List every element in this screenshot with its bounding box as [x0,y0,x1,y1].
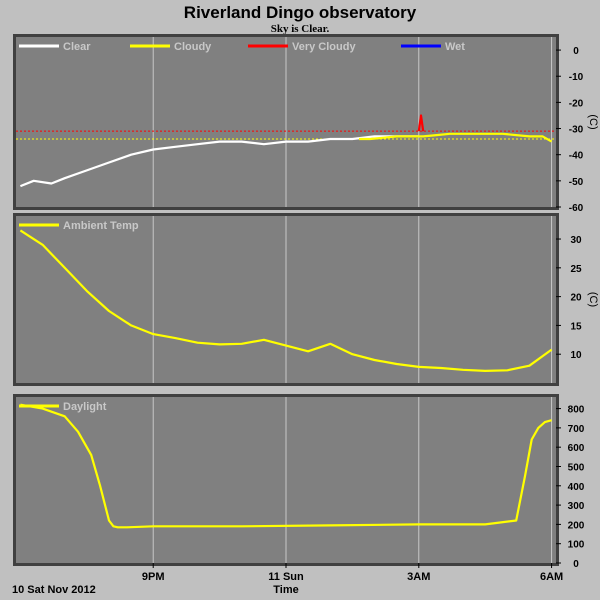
y-tick-label: 200 [568,520,585,531]
series-line-cloudy [359,132,553,143]
x-tick-label: 3AM [407,571,430,583]
y-tick-label: 25 [570,264,582,275]
x-tick-label: 6AM [540,571,563,583]
y-tick-label: 0 [573,46,579,57]
y-axis-unit: (C) [587,114,599,129]
legend-label: Daylight [63,401,107,413]
series-line-very-cloudy [417,114,425,132]
page-title: Riverland Dingo observatory [184,3,417,22]
y-tick-label: -50 [569,177,584,188]
chart-panel-2: 10 15 20 25 30 (C) Ambient Temp [13,213,599,386]
y-tick-label: -60 [569,203,584,214]
x-axis-title: Time [273,584,298,596]
y-tick-label: 0 [573,559,579,570]
chart-panel-1: 0 -10 -20 -30 -40 -50 -60 (C) Clear Cloudy Very Cl… [13,34,599,214]
y-tick-label: 600 [568,443,585,454]
series-line-daylight [20,403,552,529]
y-tick-label: -10 [569,72,584,83]
x-tick-label: 9PM [142,571,165,583]
y-tick-label: -30 [569,125,584,136]
y-axis-unit: (C) [587,292,599,307]
chart-panel-3: 0 100 200 300 400 500 600 700 800 Daylight [13,394,585,570]
y-tick-label: 15 [570,321,582,332]
series-line-clear [19,135,419,188]
x-tick-label: 11 Sun [268,571,304,583]
y-tick-label: 30 [570,235,582,246]
y-tick-label: 700 [568,424,585,435]
legend-label: Very Cloudy [292,41,356,53]
y-tick-label: 500 [568,462,585,473]
legend-label: Clear [63,41,91,53]
x-start-label: 10 Sat Nov 2012 [12,584,96,596]
y-tick-label: 400 [568,482,585,493]
y-tick-label: 100 [568,540,585,551]
y-tick-label: 300 [568,501,585,512]
sky-status: Sky is Clear. [271,23,330,35]
y-tick-label: 10 [570,350,582,361]
chart-panels: 0 -10 -20 -30 -40 -50 -60 (C) Clear Cloudy Very Cl… [13,34,599,583]
y-tick-label: 800 [568,405,585,416]
legend-label: Cloudy [174,41,212,53]
y-tick-label: 20 [570,293,582,304]
series-line-ambient-temp [19,229,553,372]
y-tick-label: -20 [569,98,584,109]
legend-label: Ambient Temp [63,220,139,232]
y-tick-label: -40 [569,151,584,162]
legend-label: Wet [445,41,465,53]
